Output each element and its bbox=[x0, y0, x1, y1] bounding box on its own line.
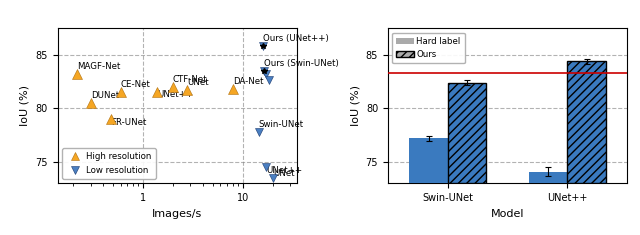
Text: UNet: UNet bbox=[274, 169, 296, 178]
Text: UNet++: UNet++ bbox=[266, 166, 302, 175]
Legend: Hard label, Ours: Hard label, Ours bbox=[392, 32, 465, 63]
Text: FR-UNet: FR-UNet bbox=[111, 118, 147, 127]
Text: DA-Net: DA-Net bbox=[233, 77, 264, 86]
Y-axis label: IoU (%): IoU (%) bbox=[20, 85, 30, 126]
Text: UNet++: UNet++ bbox=[157, 90, 193, 99]
Text: DUNet: DUNet bbox=[91, 91, 119, 100]
Text: Ours (Swin-UNet): Ours (Swin-UNet) bbox=[264, 59, 339, 68]
Bar bbox=[529, 172, 568, 183]
Bar bbox=[448, 83, 486, 183]
Text: CE-Net: CE-Net bbox=[121, 80, 150, 89]
Text: Swin-UNet: Swin-UNet bbox=[259, 120, 304, 129]
Text: Ours (UNet++): Ours (UNet++) bbox=[263, 34, 329, 43]
Bar bbox=[410, 138, 448, 183]
X-axis label: Images/s: Images/s bbox=[152, 209, 202, 219]
X-axis label: Model: Model bbox=[491, 209, 524, 219]
Text: MAGF-Net: MAGF-Net bbox=[77, 62, 120, 71]
Y-axis label: IoU (%): IoU (%) bbox=[350, 85, 360, 126]
Text: CTF-Net: CTF-Net bbox=[173, 75, 207, 84]
Bar bbox=[568, 61, 605, 183]
Text: UNet: UNet bbox=[188, 78, 209, 87]
Legend: High resolution, Low resolution: High resolution, Low resolution bbox=[62, 148, 156, 179]
